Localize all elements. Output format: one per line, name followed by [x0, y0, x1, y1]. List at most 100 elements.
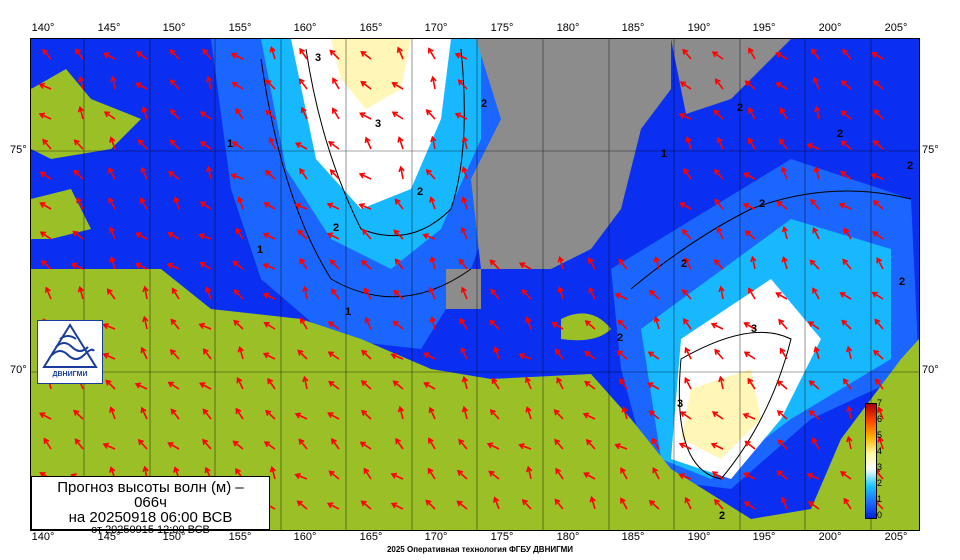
wave-arrow-head	[329, 169, 336, 176]
wave-arrow	[743, 413, 756, 420]
wave-arrow-head	[73, 409, 80, 416]
wave-arrow	[40, 202, 52, 210]
wave-arrow-head	[269, 465, 277, 473]
wave-arrow-head	[364, 287, 370, 294]
wave-arrow-head	[781, 225, 789, 233]
wave-arrow-head	[297, 229, 304, 236]
wave-arrow	[171, 288, 180, 300]
wave-arrow-head	[582, 412, 590, 419]
wave-arrow	[748, 288, 756, 300]
wave-arrow	[424, 382, 436, 390]
wave-arrow-head	[525, 316, 532, 323]
wave-arrow	[680, 411, 692, 420]
wave-arrow-head	[230, 52, 238, 59]
wave-arrow	[812, 227, 820, 240]
wave-arrow-head	[358, 172, 366, 179]
wave-arrow	[168, 381, 180, 390]
wave-arrow	[170, 349, 180, 360]
wave-arrow-head	[73, 169, 80, 176]
wave-arrow	[267, 378, 276, 390]
wave-arrow-head	[202, 438, 209, 446]
wave-arrow-head	[743, 501, 751, 507]
wave-arrow	[331, 288, 340, 300]
wave-arrow-head	[264, 170, 272, 177]
wave-arrow-head	[110, 75, 117, 83]
wave-arrow-head	[140, 197, 146, 204]
wave-arrow	[76, 197, 84, 210]
lon-tick: 190°	[687, 531, 711, 543]
wave-arrow	[714, 199, 724, 210]
wave-arrow-head	[430, 75, 437, 83]
wave-arrow	[778, 319, 788, 330]
wave-arrow-head	[327, 321, 335, 328]
wave-arrow-head	[398, 165, 405, 173]
wave-arrow-head	[430, 135, 437, 143]
wave-arrow-head	[521, 498, 528, 506]
wave-arrow-head	[747, 377, 754, 385]
wave-arrow-head	[393, 229, 400, 236]
wave-arrow-head	[262, 232, 270, 239]
wave-arrow-head	[742, 202, 750, 209]
wave-arrow-head	[233, 289, 240, 296]
wave-arrow	[810, 199, 820, 210]
wave-arrow	[299, 78, 308, 90]
wave-arrow-head	[108, 167, 114, 174]
wave-arrow	[365, 137, 372, 150]
wave-arrow	[299, 258, 308, 270]
wave-arrow-head	[778, 318, 785, 325]
wave-arrow-head	[422, 352, 430, 359]
wave-arrow-head	[461, 166, 468, 173]
wave-arrow	[712, 471, 724, 480]
wave-arrow-head	[262, 292, 270, 299]
wave-arrow	[841, 80, 852, 90]
wave-arrow	[360, 441, 372, 450]
wave-arrow-head	[775, 82, 782, 88]
lon-tick: 185°	[621, 531, 645, 543]
wave-arrow	[200, 382, 212, 390]
wave-arrow-head	[331, 438, 337, 445]
wave-arrow-head	[142, 315, 149, 323]
wave-arrow	[263, 352, 276, 360]
wave-arrow-head	[555, 467, 562, 475]
wave-arrow-head	[842, 258, 849, 265]
wave-arrow	[328, 321, 340, 330]
wave-arrow	[457, 500, 468, 510]
contour-line	[630, 190, 912, 290]
title-line4: от 20250915 12:00 ВСВ	[91, 524, 210, 536]
wave-arrow	[168, 171, 180, 180]
wave-arrow-head	[846, 435, 853, 443]
wave-arrow	[811, 48, 820, 60]
wave-arrow	[300, 318, 308, 330]
wave-arrow	[490, 409, 500, 420]
logo-text: ДВНИГМИ	[52, 371, 88, 378]
wave-arrow-head	[74, 48, 81, 55]
wave-arrow-head	[235, 407, 242, 415]
wave-arrow	[489, 259, 500, 270]
wave-arrow-head	[267, 377, 274, 385]
wave-arrow-head	[683, 318, 689, 325]
wave-arrow	[234, 289, 244, 300]
wave-arrow-head	[231, 81, 238, 88]
wave-arrow	[743, 172, 756, 180]
wave-arrow	[329, 49, 340, 60]
wave-arrow-head	[488, 470, 495, 477]
wave-arrow-head	[167, 442, 174, 448]
wave-arrow-head	[425, 109, 432, 116]
wave-arrow	[73, 410, 84, 420]
wave-arrow-head	[813, 346, 820, 353]
wave-arrow	[143, 317, 148, 330]
wave-arrow-head	[873, 349, 880, 356]
wave-arrow-head	[524, 376, 531, 383]
wave-arrow	[584, 472, 596, 480]
wave-arrow	[519, 444, 532, 450]
contour-label: 1	[661, 148, 667, 160]
wave-arrow-head	[775, 52, 782, 58]
wave-arrow-head	[360, 500, 367, 507]
wave-arrow-head	[742, 412, 750, 419]
wave-arrow-head	[109, 406, 116, 413]
wave-arrow-head	[298, 78, 305, 85]
wave-arrow	[847, 437, 852, 450]
wave-arrow-head	[294, 473, 301, 480]
wave-arrow	[615, 444, 628, 450]
wave-arrow-head	[134, 382, 142, 389]
